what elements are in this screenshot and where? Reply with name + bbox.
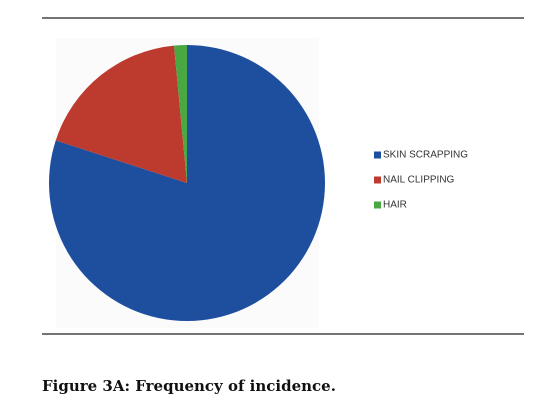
caption: Figure 3A: Frequency of incidence. <box>42 377 336 395</box>
legend-swatch <box>374 176 381 184</box>
legend-label: HAIR <box>383 200 407 211</box>
legend-label: SKIN SCRAPPING <box>383 150 468 161</box>
pie-slice <box>174 45 187 183</box>
legend-swatch <box>374 201 381 209</box>
legend-label: NAIL CLIPPING <box>383 175 455 186</box>
pie-slice <box>55 45 188 183</box>
legend-swatch <box>374 151 381 159</box>
